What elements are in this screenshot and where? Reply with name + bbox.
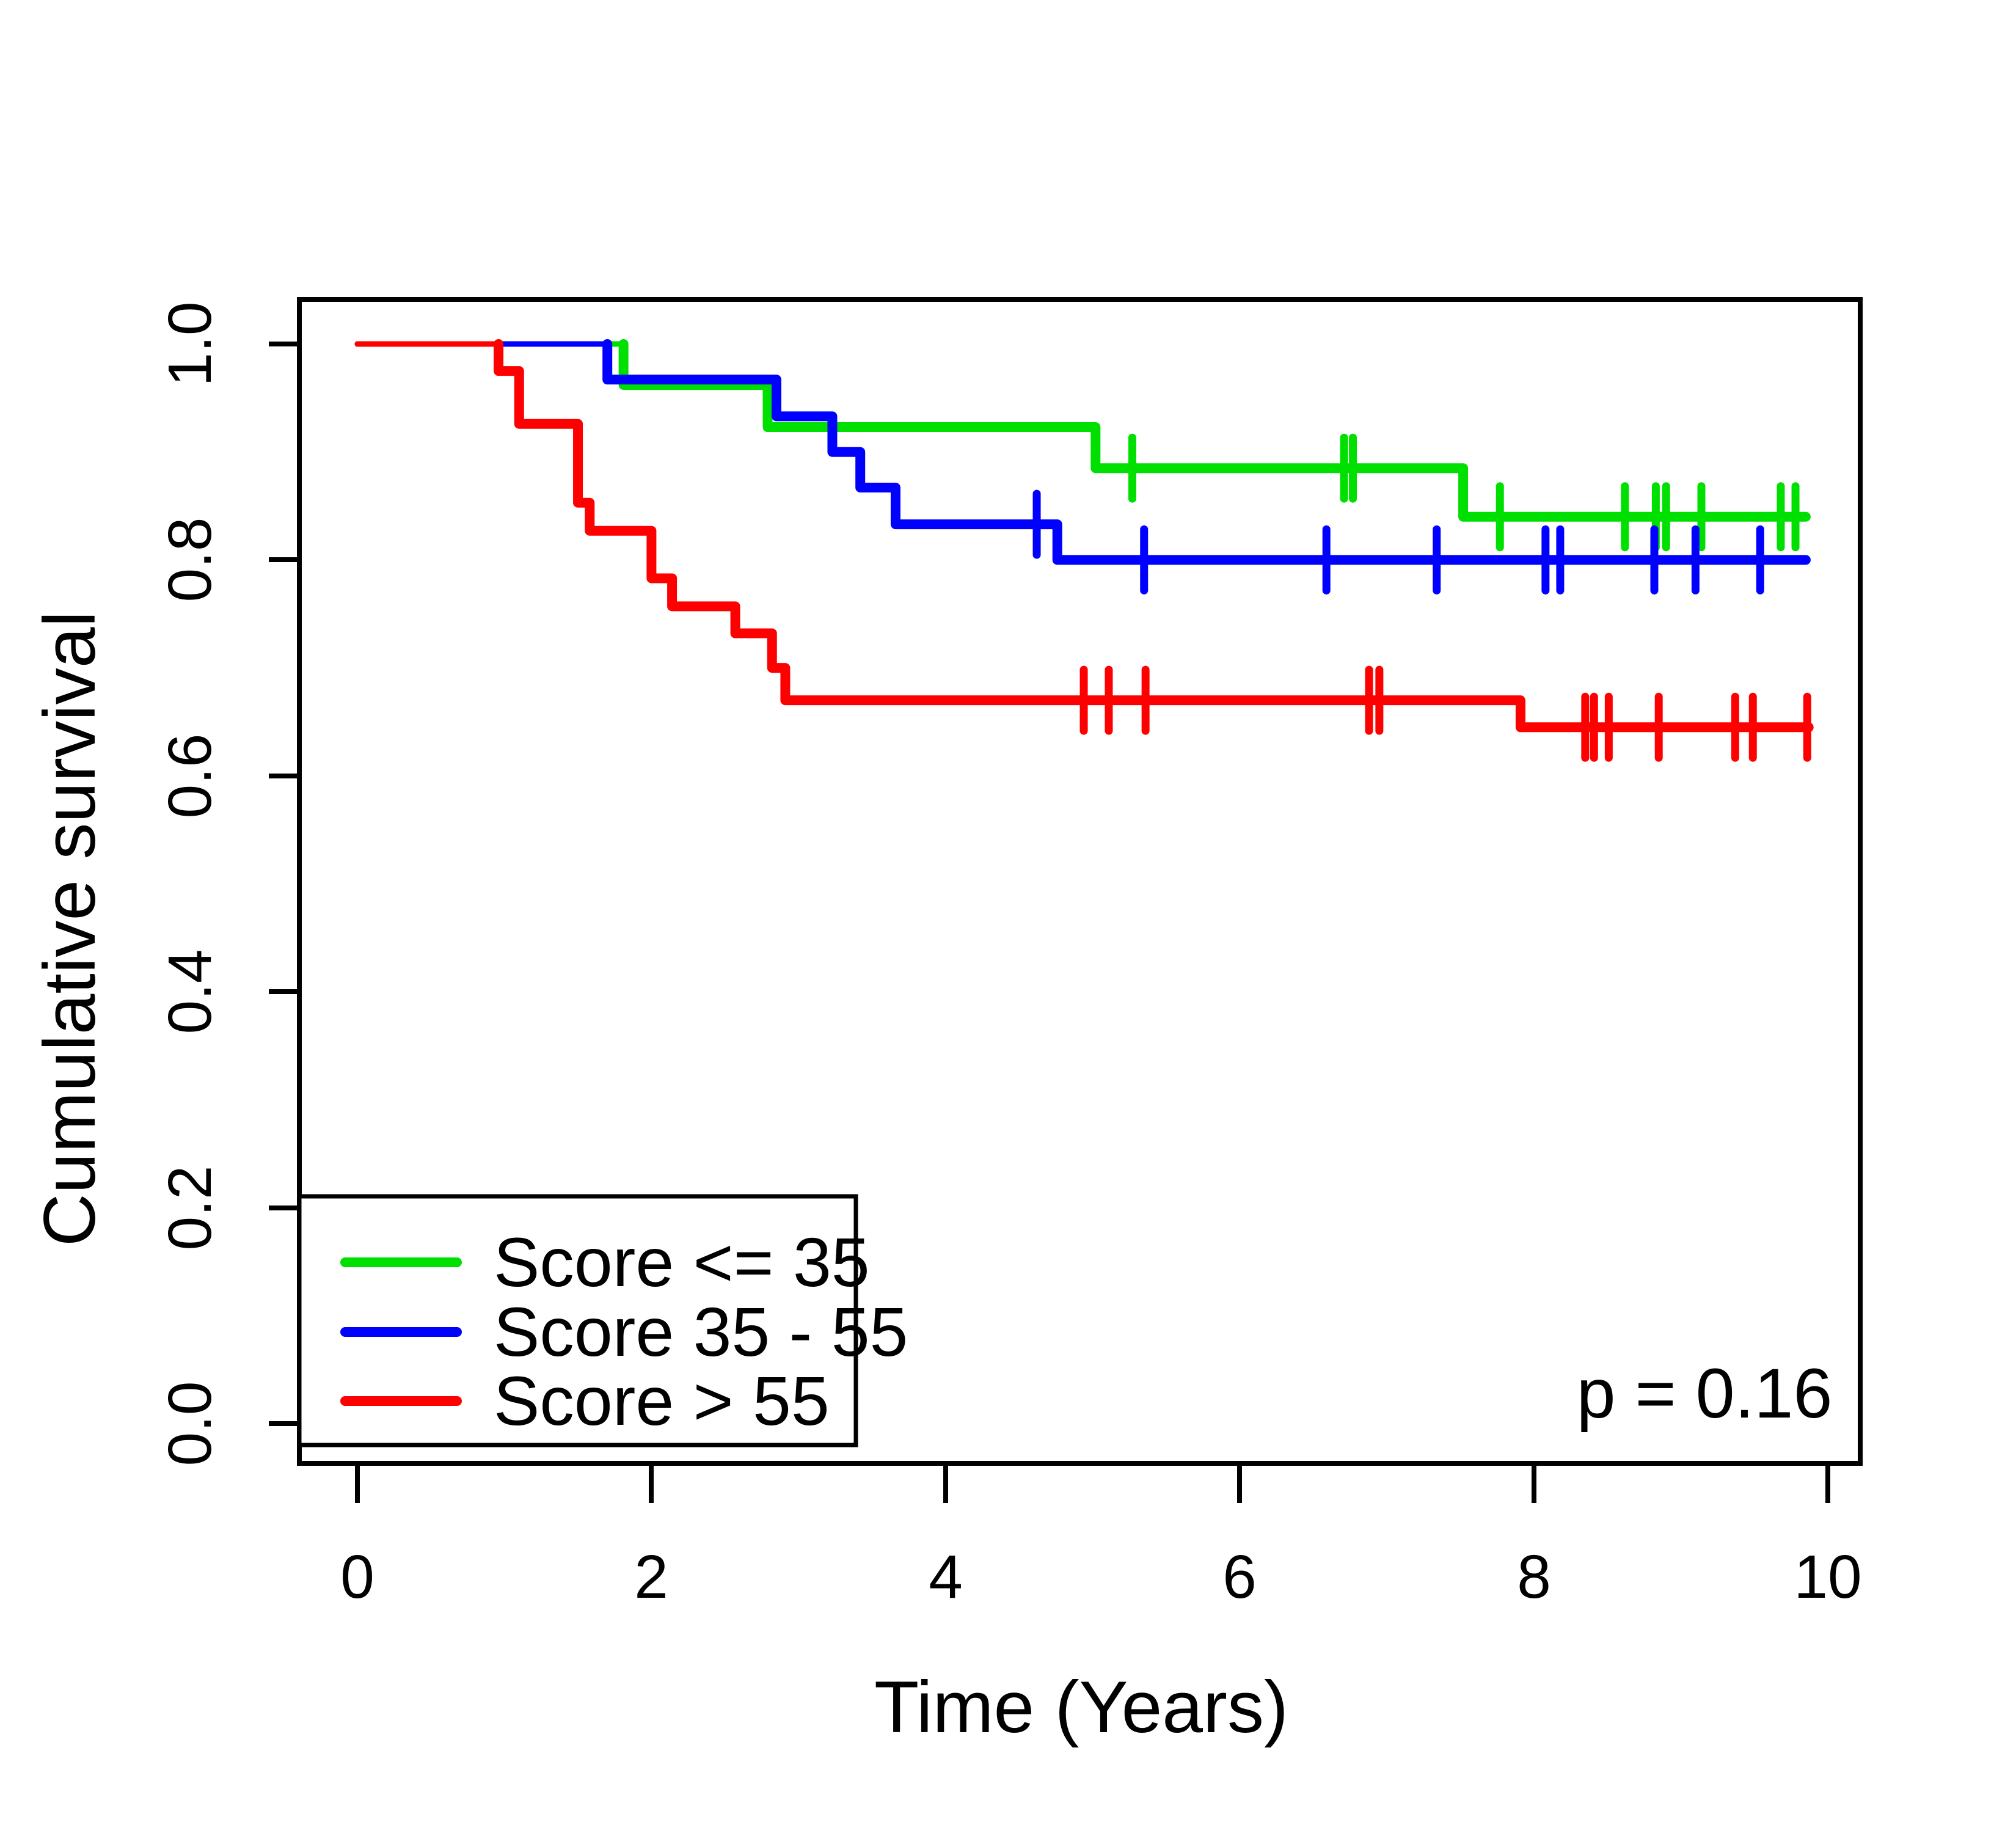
y-tick-label: 1.0 <box>156 301 224 386</box>
y-axis-title: Cumulative survival <box>29 611 111 1246</box>
legend-label: Score > 55 <box>494 1363 830 1440</box>
x-tick-label: 2 <box>634 1543 668 1611</box>
x-tick-label: 10 <box>1794 1543 1861 1611</box>
legend-label: Score <= 35 <box>494 1224 870 1301</box>
y-tick-label: 0.6 <box>156 733 224 818</box>
x-tick-label: 6 <box>1222 1543 1257 1611</box>
y-tick-label: 0.2 <box>156 1165 224 1250</box>
survival-curve-2 <box>494 339 1814 733</box>
y-tick-label: 0.8 <box>156 517 224 602</box>
y-axis-tick-labels: 0.0 0.2 0.4 0.6 0.8 1.0 <box>156 301 224 1466</box>
x-tick-label: 8 <box>1517 1543 1551 1611</box>
legend-label: Score 35 - 55 <box>494 1293 908 1370</box>
p-value-annotation: p = 0.16 <box>1577 1355 1833 1433</box>
plot-box <box>297 297 1863 1466</box>
x-axis-title: Time (Years) <box>874 1666 1288 1748</box>
x-tick-label: 0 <box>340 1543 374 1611</box>
y-axis-ticks <box>269 342 299 1426</box>
survival-curves <box>354 339 1814 762</box>
x-tick-label: 4 <box>929 1543 963 1611</box>
legend: Score <= 35 Score 35 - 55 Score > 55 <box>297 1194 908 1447</box>
x-axis-ticks <box>355 1463 1830 1503</box>
y-tick-label: 0.4 <box>156 949 224 1034</box>
y-tick-label: 0.0 <box>156 1381 224 1466</box>
x-axis-tick-labels: 0 2 4 6 8 10 <box>340 1543 1861 1611</box>
survival-curve-0 <box>618 339 1811 522</box>
survival-curve-1 <box>602 339 1811 565</box>
